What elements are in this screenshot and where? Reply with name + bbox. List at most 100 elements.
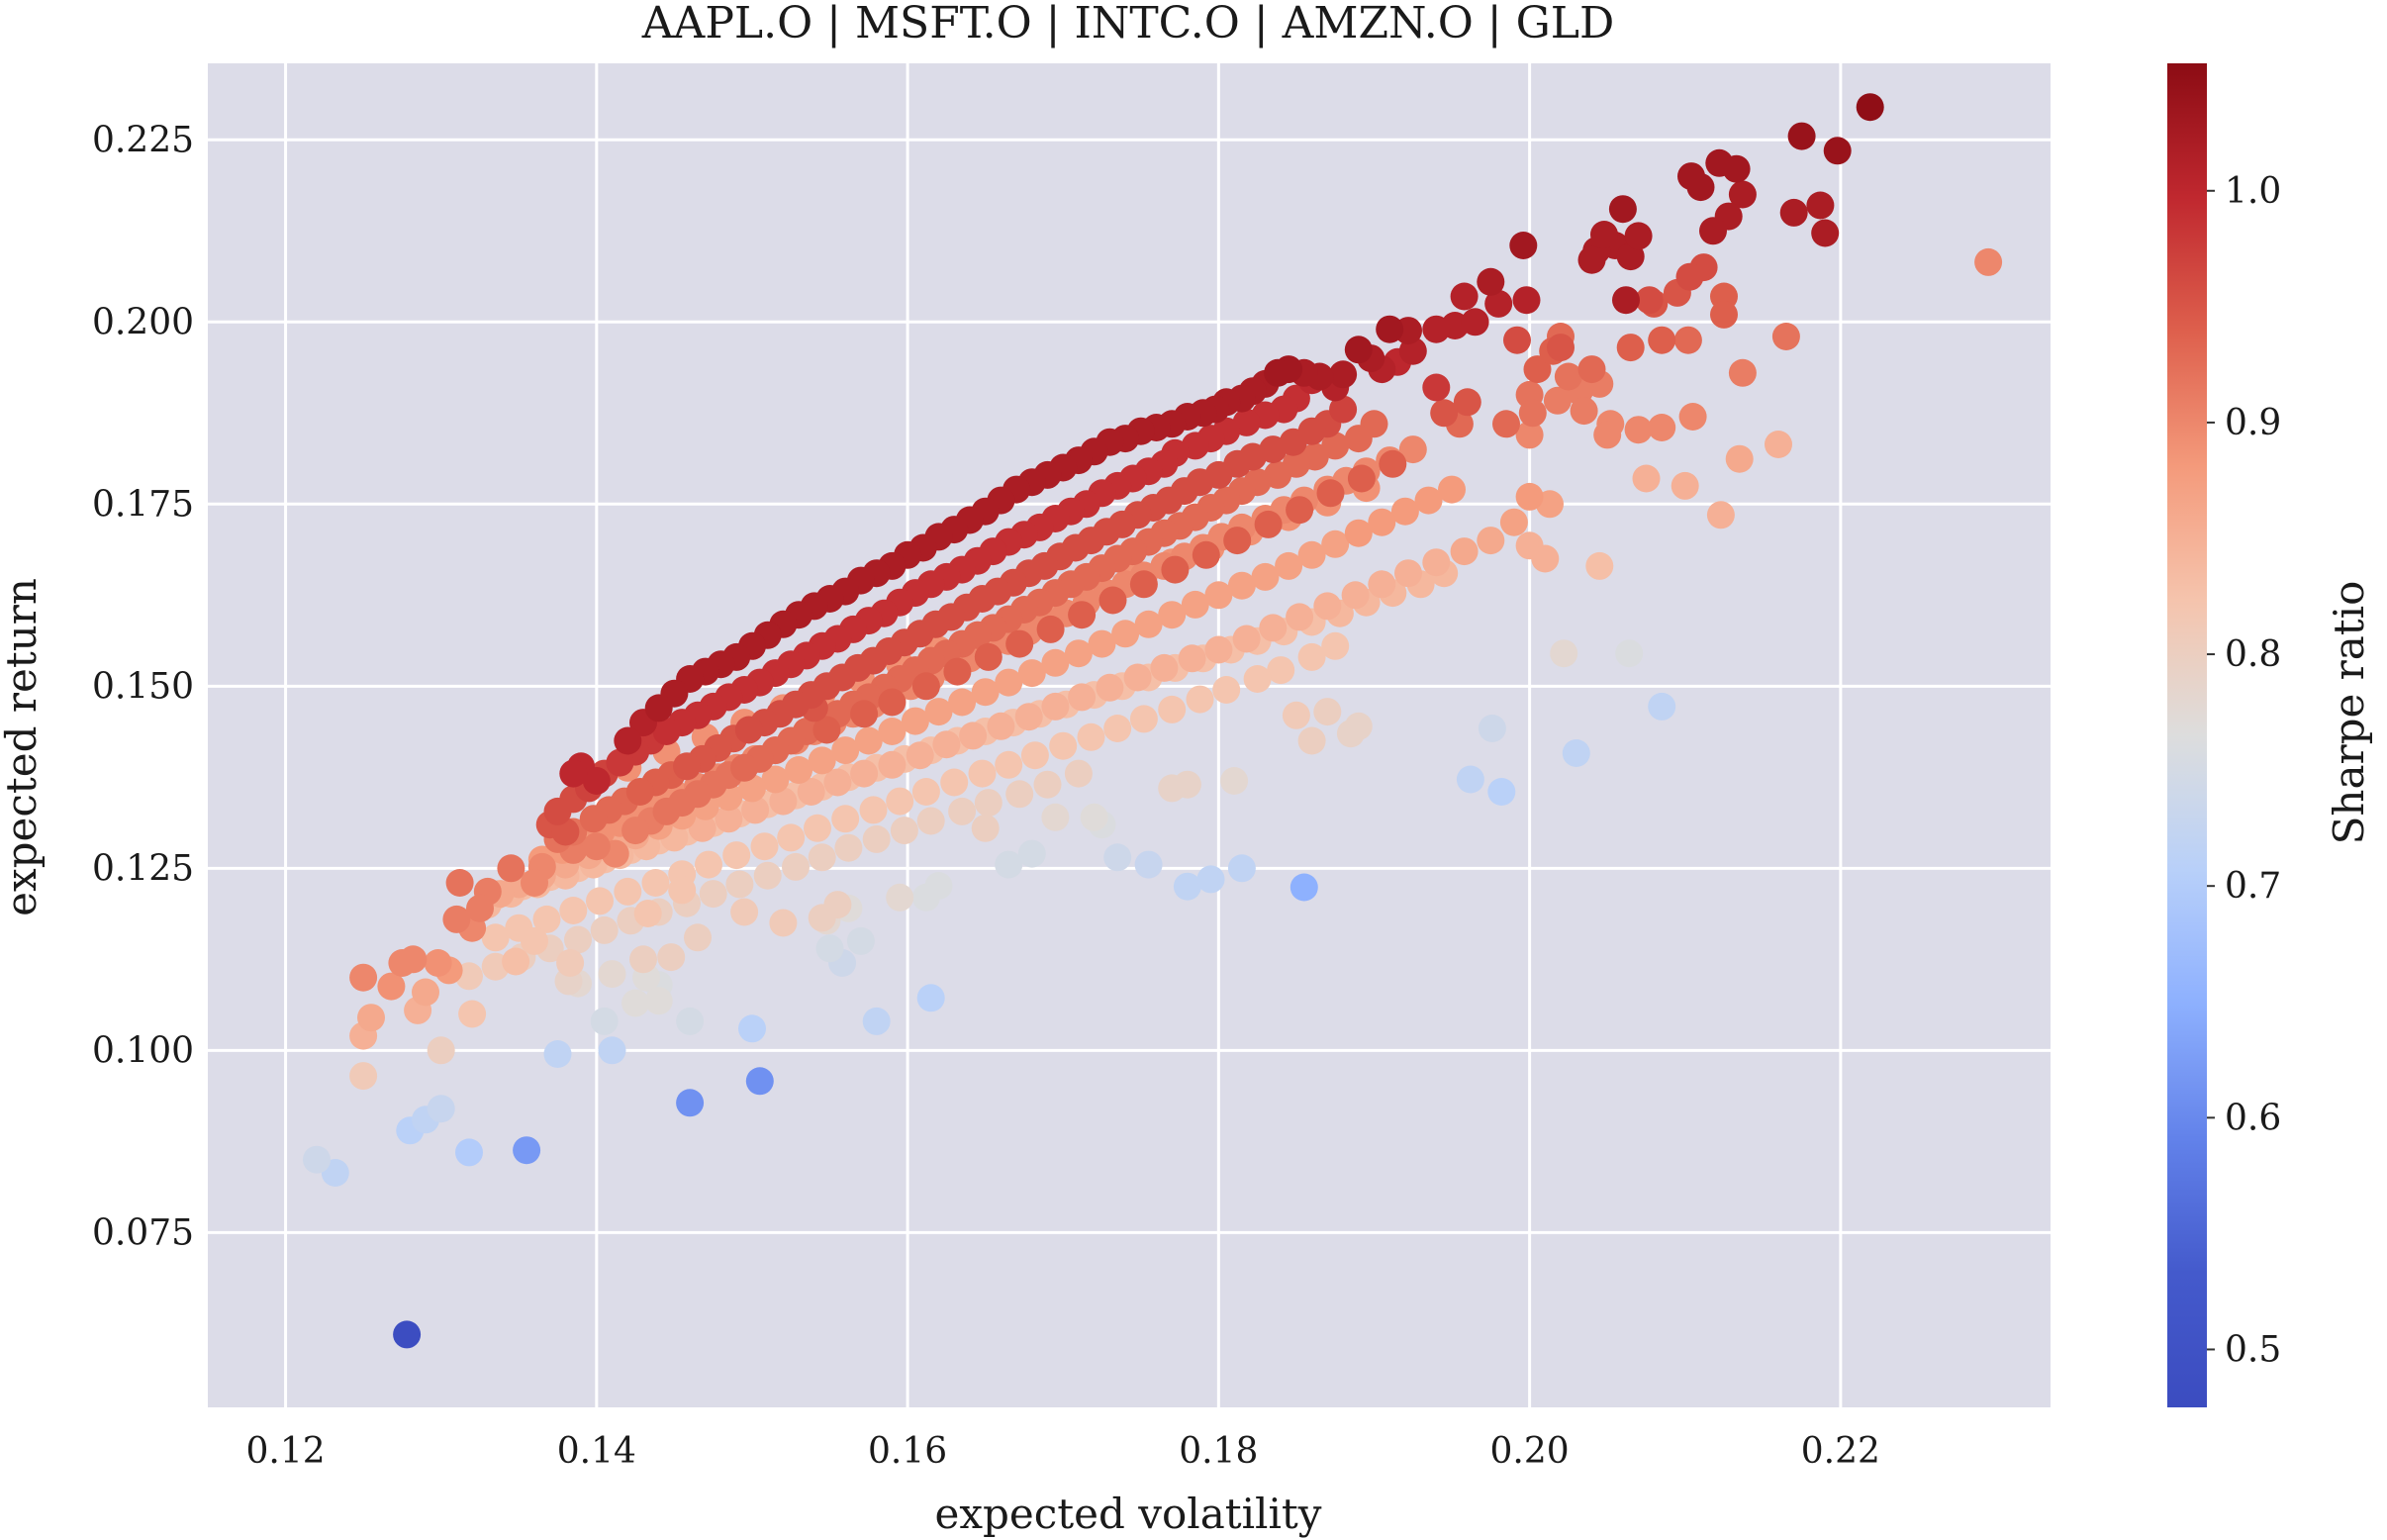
scatter-point xyxy=(1722,154,1751,183)
scatter-point xyxy=(1204,635,1233,664)
scatter-point xyxy=(1313,592,1342,621)
scatter-point xyxy=(1710,300,1738,329)
scatter-point xyxy=(1398,435,1427,464)
scatter-point xyxy=(1547,334,1575,362)
x-tick-label: 0.18 xyxy=(1179,1431,1258,1472)
scatter-point xyxy=(1064,759,1093,788)
scatter-point xyxy=(424,949,452,977)
scatter-point xyxy=(644,694,673,722)
scatter-point xyxy=(1173,770,1201,799)
scatter-point xyxy=(586,887,614,915)
scatter-point xyxy=(1430,399,1459,428)
scatter-point xyxy=(1477,527,1505,555)
scatter-point xyxy=(1186,685,1214,714)
scatter-point xyxy=(590,915,619,944)
scatter-point xyxy=(943,657,972,686)
scatter-point xyxy=(1456,765,1484,794)
scatter-point xyxy=(886,883,914,912)
scatter-point xyxy=(1286,603,1314,631)
scatter-point xyxy=(916,807,945,835)
x-tick-labels: 0.12 0.14 0.16 0.18 0.20 0.22 xyxy=(245,1431,1879,1472)
scatter-point xyxy=(1344,712,1373,740)
scatter-point xyxy=(1088,629,1116,658)
scatter-point xyxy=(823,891,852,919)
scatter-point xyxy=(730,898,759,926)
scatter-point xyxy=(1518,399,1547,428)
scatter-point xyxy=(695,850,722,879)
scatter-point xyxy=(850,700,879,728)
scatter-point xyxy=(1232,625,1261,653)
scatter-point xyxy=(1531,544,1560,573)
scatter-point xyxy=(1297,726,1326,755)
scatter-point xyxy=(1321,432,1350,460)
scatter-point xyxy=(924,698,953,726)
scatter-point xyxy=(582,832,611,861)
scatter-point xyxy=(543,1040,572,1068)
scatter-point xyxy=(1080,803,1108,831)
scatter-point xyxy=(1615,639,1644,668)
scatter-point xyxy=(1438,475,1466,504)
scatter-point xyxy=(502,947,530,976)
scatter-point xyxy=(753,861,782,890)
scatter-point xyxy=(1422,548,1451,577)
scatter-point xyxy=(688,814,716,842)
scatter-point xyxy=(1612,286,1640,315)
scatter-point xyxy=(1158,601,1187,629)
scatter-point xyxy=(831,805,860,833)
scatter-point xyxy=(625,778,654,806)
scatter-point xyxy=(1264,358,1292,387)
scatter-points xyxy=(303,93,2003,1349)
scatter-point xyxy=(1129,705,1158,733)
scatter-point xyxy=(911,672,940,701)
scatter-point xyxy=(652,797,681,825)
chart-title: AAPL.O | MSFT.O | INTC.O | AMZN.O | GLD xyxy=(641,0,1614,48)
scatter-point xyxy=(1725,444,1754,473)
scatter-point xyxy=(521,869,548,897)
scatter-point xyxy=(349,963,378,992)
scatter-point xyxy=(614,877,642,906)
scatter-point xyxy=(559,759,588,788)
scatter-point xyxy=(1150,653,1179,682)
scatter-point xyxy=(823,768,852,797)
scatter-point xyxy=(1779,198,1808,227)
scatter-point xyxy=(854,726,883,755)
colorbar-tick-label: 0.7 xyxy=(2225,866,2281,907)
scatter-point xyxy=(1103,843,1132,872)
scatter-point xyxy=(782,852,810,881)
scatter-point xyxy=(442,905,471,933)
scatter-point xyxy=(1675,262,1704,291)
scatter-point xyxy=(1329,360,1358,389)
scatter-point xyxy=(1123,663,1152,692)
scatter-point xyxy=(1111,620,1140,648)
scatter-point xyxy=(1297,642,1326,671)
scatter-point xyxy=(730,753,759,782)
scatter-point xyxy=(1049,731,1078,760)
scatter-point xyxy=(481,923,510,952)
scatter-point xyxy=(995,850,1023,879)
scatter-point xyxy=(1243,665,1272,693)
scatter-point xyxy=(1632,464,1661,493)
scatter-point xyxy=(633,900,662,927)
scatter-point xyxy=(1678,403,1707,431)
scatter-point xyxy=(1728,180,1757,209)
scatter-point xyxy=(1368,508,1396,536)
scatter-point xyxy=(948,688,977,717)
scatter-point xyxy=(543,797,572,825)
scatter-point xyxy=(850,759,879,788)
scatter-point xyxy=(644,987,673,1015)
scatter-point xyxy=(1503,326,1531,354)
colorbar: 0.5 0.6 0.7 0.8 0.9 1.0 xyxy=(2167,63,2281,1407)
scatter-point xyxy=(971,678,1000,707)
x-tick-label: 0.12 xyxy=(245,1431,325,1472)
scatter-point xyxy=(1251,562,1280,591)
scatter-point xyxy=(652,718,681,745)
scatter-point xyxy=(1593,421,1622,449)
scatter-point xyxy=(521,926,548,955)
scatter-point xyxy=(1275,551,1303,580)
scatter-point xyxy=(1254,510,1283,538)
scatter-point xyxy=(734,716,763,744)
scatter-point xyxy=(1134,610,1163,638)
scatter-point xyxy=(1771,323,1800,350)
scatter-point xyxy=(725,870,754,899)
